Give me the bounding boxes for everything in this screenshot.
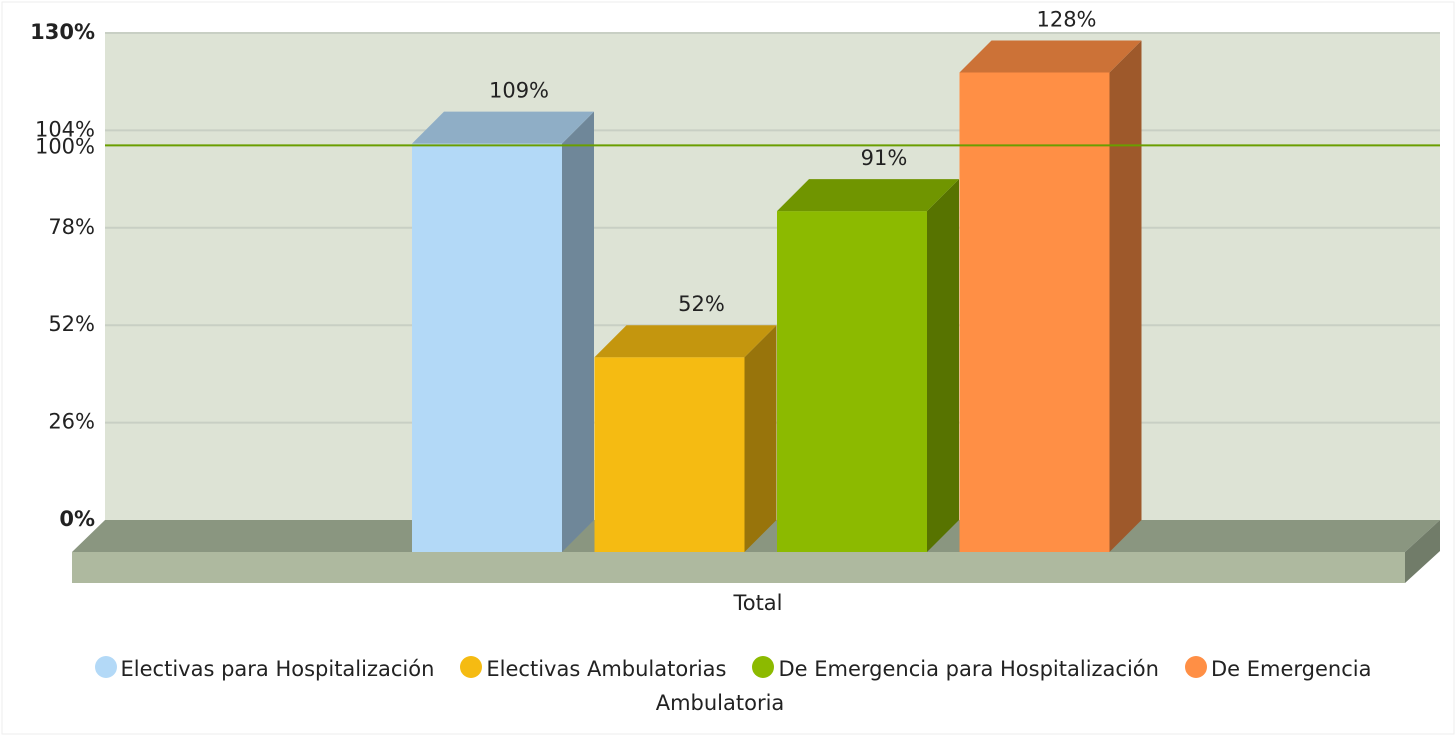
- legend-item: De Emergencia para Hospitalización: [752, 656, 1159, 681]
- bar-top: [412, 111, 594, 144]
- floor-front: [72, 552, 1405, 583]
- bar-front: [959, 72, 1110, 552]
- legend-marker: [752, 656, 775, 678]
- bar-top: [777, 179, 959, 212]
- bars: [412, 40, 1142, 553]
- data-label: 52%: [678, 292, 725, 316]
- legend-label: De Emergencia para Hospitalización: [778, 657, 1159, 681]
- legend-marker: [1184, 656, 1207, 678]
- bar-side: [562, 111, 594, 553]
- bar-top: [959, 40, 1142, 73]
- bar-top: [594, 325, 777, 358]
- y-tick-label: 130%: [30, 20, 95, 44]
- y-tick-label: 52%: [48, 312, 95, 336]
- legend-label: Electivas Ambulatorias: [486, 657, 727, 681]
- y-tick-label: 78%: [48, 215, 95, 239]
- legend-item: Electivas Ambulatorias: [460, 656, 727, 681]
- bar-side: [927, 179, 959, 552]
- bar-side: [1109, 40, 1142, 552]
- bar-front: [594, 357, 745, 552]
- legend-marker: [460, 656, 483, 678]
- data-label: 128%: [1036, 7, 1096, 31]
- legend-marker: [94, 656, 117, 678]
- bar-front: [412, 143, 562, 552]
- floor-side: [1405, 520, 1440, 583]
- x-tick-label: Total: [732, 591, 782, 615]
- y-tick-label: 104%: [35, 117, 95, 141]
- y-tick-label: 26%: [48, 410, 95, 434]
- legend-label: De Emergencia Ambulatoria: [655, 657, 1372, 715]
- bar-side: [744, 325, 777, 552]
- data-label: 109%: [489, 79, 549, 103]
- y-tick-label: 0%: [59, 507, 95, 531]
- reference-label: 100%: [35, 134, 95, 158]
- legend-item: De Emergencia Ambulatoria: [655, 656, 1372, 715]
- legend: Electivas para Hospitalización Electivas …: [18, 652, 1448, 720]
- bar-front: [777, 211, 927, 552]
- grid: [105, 32, 1440, 424]
- data-label: 91%: [861, 146, 908, 170]
- legend-label: Electivas para Hospitalización: [120, 657, 435, 681]
- legend-item: Electivas para Hospitalización: [94, 656, 435, 681]
